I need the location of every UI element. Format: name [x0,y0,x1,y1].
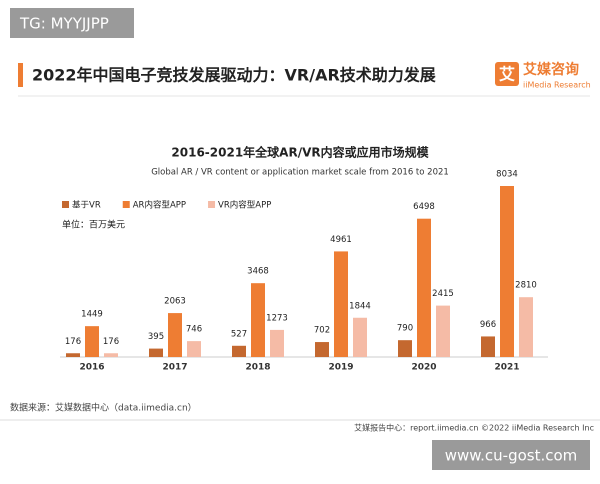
bar [232,345,246,357]
value-label: 1844 [349,301,371,311]
logo-name: 艾媒咨询 [523,61,579,78]
value-label: 966 [480,320,496,330]
legend-label: VR内容型APP [218,200,271,211]
legend-swatch [62,201,69,208]
x-tick-label: 2019 [328,363,353,373]
unit-label: 单位：百万美元 [62,219,125,231]
value-label: 1449 [81,310,103,320]
bar [436,305,450,357]
logo-icon: 艾 [499,65,515,84]
value-label: 2415 [432,289,454,299]
logo-icon-box [495,62,519,86]
value-label: 176 [65,337,81,347]
bar [353,317,367,357]
bar [417,218,431,357]
bar [519,297,533,357]
x-tick-label: 2016 [79,363,104,373]
x-tick-label: 2020 [411,363,436,373]
watermark-box [10,8,134,38]
value-label: 1273 [266,313,288,323]
value-label: 790 [397,324,413,334]
source: 数据来源：艾媒数据中心（data.iimedia.cn） [10,402,197,414]
bar [66,353,80,357]
chart-title: 2016-2021年全球AR/VR内容或应用市场规模 [171,145,429,160]
bar [85,326,99,357]
bar [149,348,163,357]
bar [187,341,201,357]
footer: 艾媒报告中心：report.iimedia.cn ©2022 iiMedia R… [354,423,594,433]
bar [168,313,182,357]
bar [500,186,514,357]
value-label: 746 [186,325,202,335]
bar [481,336,495,357]
bar [398,340,412,357]
legend-swatch [208,201,216,208]
watermark: TG: MYYJJPP [19,15,109,33]
legend-swatch [122,201,130,208]
legend-label: 基于VR [72,200,101,211]
header-title: 2022年中国电子竞技发展驱动力：VR/AR技术助力发展 [32,66,437,85]
bar [251,283,265,357]
bar [334,251,348,357]
logo-sub: iiMedia Research [523,81,591,90]
value-label: 176 [103,337,119,347]
x-tick-label: 2018 [245,363,270,373]
value-label: 2810 [515,281,537,291]
chart-subtitle: Global AR / VR content or application ma… [151,168,449,178]
value-label: 3468 [247,267,269,277]
value-label: 6498 [413,202,435,212]
header-accent [18,63,23,87]
bar [315,342,329,357]
value-label: 395 [148,332,164,342]
value-label: 702 [314,326,330,336]
value-label: 4961 [330,235,352,245]
watermark: www.cu-gost.com [445,447,578,465]
bar [270,329,284,357]
bar [104,353,118,357]
value-label: 8034 [496,170,518,180]
legend-label: AR内容型APP [133,200,186,211]
value-label: 2063 [164,297,186,307]
x-tick-label: 2021 [494,363,519,373]
value-label: 527 [231,329,247,339]
x-tick-label: 2017 [162,363,187,373]
watermark-box [432,440,590,470]
